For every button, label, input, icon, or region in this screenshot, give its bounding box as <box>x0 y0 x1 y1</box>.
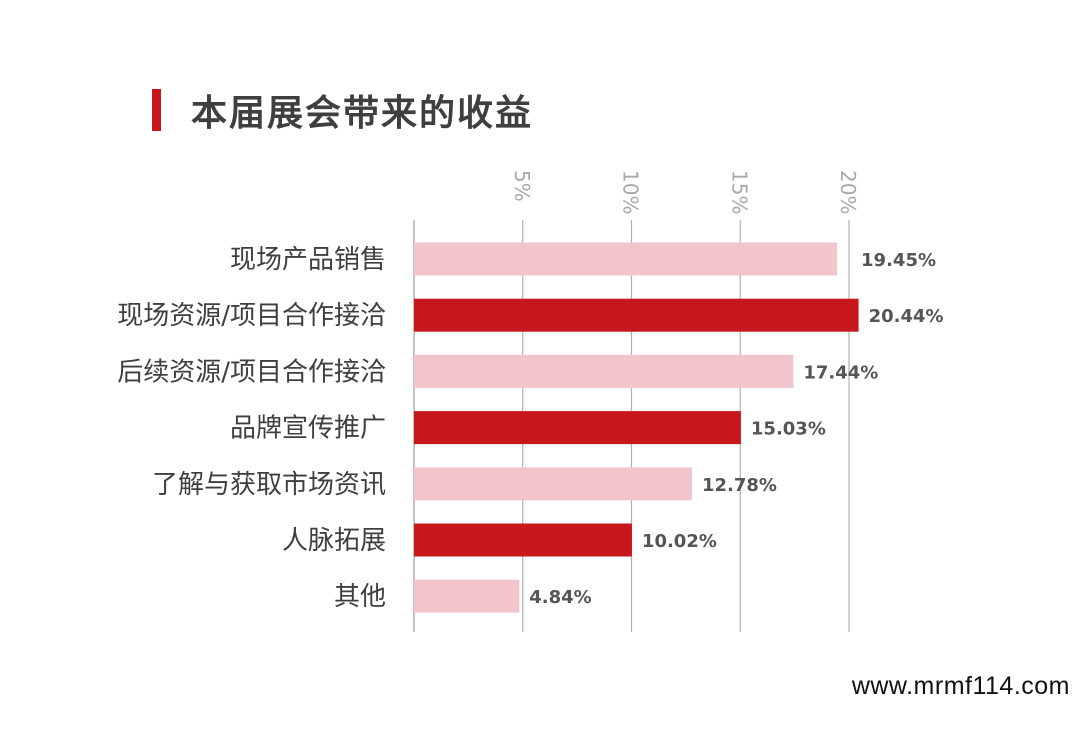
category-label: 人脉拓展 <box>282 526 386 556</box>
x-tick-label: 5% <box>510 170 534 202</box>
value-label: 12.78% <box>702 475 777 496</box>
watermark-text: www.mrmf114.com <box>851 672 1070 700</box>
value-label: 10.02% <box>642 531 717 552</box>
category-label: 了解与获取市场资讯 <box>152 470 386 500</box>
category-label: 其他 <box>334 582 386 612</box>
bar <box>414 467 692 501</box>
x-tick-label: 15% <box>727 170 751 214</box>
value-label: 17.44% <box>803 362 878 383</box>
chart-title: 本届展会带来的收益 <box>191 93 534 134</box>
category-label: 现场产品销售 <box>230 245 386 275</box>
bar <box>414 523 632 557</box>
bar <box>414 579 520 613</box>
bar <box>414 298 859 332</box>
category-label: 现场资源/项目合作接洽 <box>117 301 386 331</box>
title-accent-bar <box>152 89 161 131</box>
value-label: 4.84% <box>529 587 591 608</box>
bar <box>414 242 838 276</box>
value-label: 20.44% <box>869 306 944 327</box>
x-tick-label: 10% <box>619 170 643 214</box>
value-label: 15.03% <box>751 419 826 440</box>
category-label: 品牌宣传推广 <box>230 414 386 444</box>
category-label: 后续资源/项目合作接洽 <box>117 357 386 387</box>
x-tick-label: 20% <box>836 170 860 214</box>
bar <box>414 354 794 388</box>
bar <box>414 411 741 445</box>
chart-title-block: 本届展会带来的收益 <box>152 86 533 134</box>
value-label: 19.45% <box>861 250 936 271</box>
